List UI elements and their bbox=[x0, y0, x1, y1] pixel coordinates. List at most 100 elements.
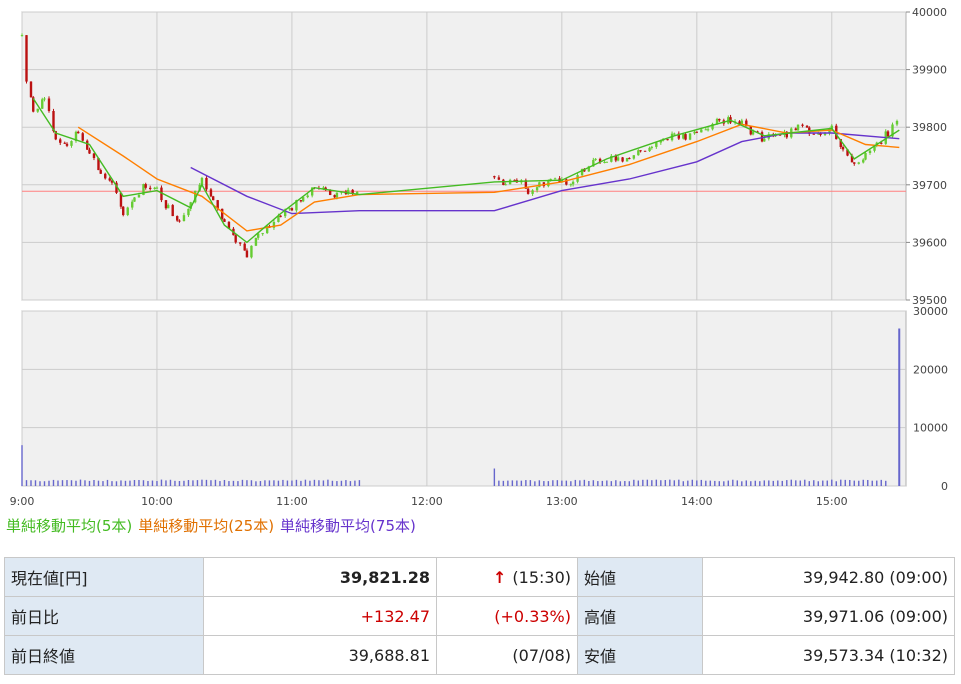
candle-down bbox=[565, 179, 568, 185]
candle-down bbox=[220, 208, 224, 220]
price-tick-label: 39700 bbox=[912, 179, 947, 192]
candle-up bbox=[682, 134, 685, 139]
candle-up bbox=[137, 195, 141, 198]
volume-bar bbox=[525, 480, 527, 486]
volume-bar bbox=[871, 480, 873, 486]
candle-down bbox=[164, 200, 168, 209]
open-value: 39,942.80 (09:00) bbox=[702, 557, 955, 597]
candle-down bbox=[178, 220, 181, 222]
volume-bar bbox=[538, 480, 541, 486]
candle-up bbox=[616, 157, 620, 161]
volume-bar bbox=[597, 481, 599, 486]
candle-down bbox=[493, 176, 496, 178]
high-label: 高値 bbox=[577, 596, 703, 636]
volume-bar bbox=[286, 480, 289, 486]
volume-bar bbox=[232, 480, 235, 486]
volume-bar bbox=[318, 480, 320, 486]
candle-down bbox=[819, 133, 822, 135]
volume-bar bbox=[151, 480, 154, 486]
price-tick-label: 39500 bbox=[912, 294, 947, 307]
candle-up bbox=[310, 187, 314, 196]
candle-down bbox=[351, 189, 354, 195]
volume-bar bbox=[241, 479, 244, 486]
volume-bar bbox=[813, 480, 815, 486]
volume-bar bbox=[579, 480, 581, 486]
candle-down bbox=[59, 139, 62, 143]
volume-bar bbox=[192, 480, 194, 486]
candle-up bbox=[603, 162, 606, 164]
candle-down bbox=[526, 188, 530, 194]
candle-up bbox=[142, 184, 145, 196]
volume-bar bbox=[547, 481, 550, 486]
candle-down bbox=[639, 150, 642, 152]
volume-bar bbox=[880, 479, 882, 486]
volume-bar bbox=[768, 480, 770, 486]
volume-bar bbox=[858, 480, 860, 486]
candle-down bbox=[245, 250, 249, 258]
time-tick-label: 11:00 bbox=[276, 495, 308, 508]
volume-bar bbox=[624, 481, 626, 486]
candle-down bbox=[238, 242, 242, 244]
candle-up bbox=[587, 166, 591, 172]
price-tick-label: 39600 bbox=[912, 236, 947, 249]
ma5-line bbox=[32, 98, 900, 244]
volume-bar bbox=[129, 480, 131, 486]
volume-bar bbox=[61, 480, 64, 486]
candle-down bbox=[171, 205, 174, 217]
candle-up bbox=[632, 155, 636, 159]
candle-up bbox=[153, 187, 156, 190]
volume-bar bbox=[214, 479, 217, 486]
candle-down bbox=[738, 121, 741, 125]
candle-up bbox=[504, 184, 507, 186]
volume-bar bbox=[30, 480, 32, 486]
volume-bar bbox=[687, 480, 689, 486]
candle-up bbox=[549, 178, 552, 181]
volume-bar bbox=[660, 480, 662, 486]
candle-down bbox=[333, 195, 336, 198]
up-arrow-icon: ↑ bbox=[493, 567, 507, 587]
volume-bar bbox=[102, 481, 104, 486]
candle-up bbox=[133, 197, 136, 202]
change-value: +132.47 bbox=[203, 596, 437, 636]
candle-down bbox=[205, 177, 208, 190]
candle-down bbox=[839, 139, 842, 148]
volume-bar bbox=[772, 480, 774, 486]
volume-bar bbox=[255, 481, 257, 486]
volume-bar bbox=[300, 480, 302, 486]
volume-bar bbox=[723, 481, 725, 486]
candle-down bbox=[32, 97, 35, 112]
candle-up bbox=[610, 155, 613, 162]
candle-down bbox=[841, 147, 845, 150]
candle-up bbox=[700, 129, 703, 133]
candle-up bbox=[36, 108, 39, 112]
volume-bar bbox=[606, 480, 608, 486]
volume-bar bbox=[237, 481, 239, 486]
candle-down bbox=[801, 124, 804, 126]
volume-bar bbox=[651, 480, 653, 486]
candle-down bbox=[684, 134, 687, 140]
candle-up bbox=[655, 142, 658, 147]
volume-bar bbox=[219, 481, 221, 486]
quote-table: 現在値[円] 39,821.28 ↑ (15:30) 始値 39,942.80 (… bbox=[4, 557, 955, 675]
candle-down bbox=[850, 155, 854, 163]
candle-up bbox=[74, 131, 78, 142]
volume-bar bbox=[250, 480, 253, 486]
volume-bar bbox=[700, 479, 703, 486]
volume-bar bbox=[777, 480, 779, 486]
volume-bar bbox=[763, 480, 765, 486]
legend: 単純移動平均(5本) 単純移動平均(25本) 単純移動平均(75本) bbox=[6, 515, 422, 536]
volume-bar bbox=[790, 479, 792, 486]
candle-up bbox=[187, 208, 190, 216]
candle-down bbox=[223, 219, 226, 222]
volume-bar bbox=[358, 480, 361, 486]
candle-up bbox=[830, 125, 833, 129]
volume-bar bbox=[849, 479, 851, 486]
volume-bar bbox=[223, 479, 226, 486]
candle-up bbox=[256, 233, 260, 238]
candle-up bbox=[823, 133, 827, 135]
candle-up bbox=[200, 177, 204, 185]
candle-down bbox=[160, 187, 163, 201]
volume-bar bbox=[565, 480, 568, 486]
candle-up bbox=[535, 187, 539, 191]
